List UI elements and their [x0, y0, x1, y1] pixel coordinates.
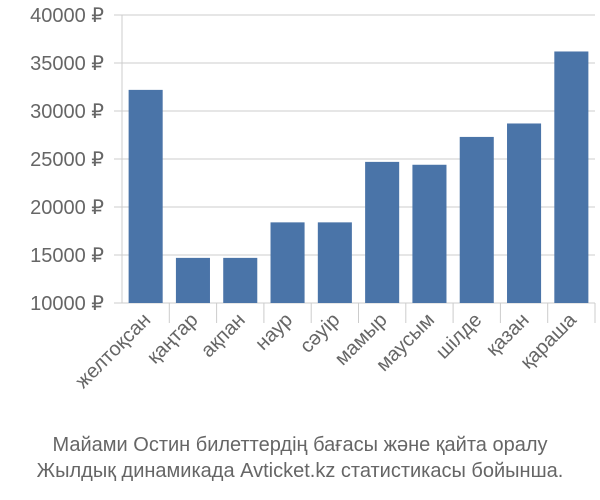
y-tick-label: 25000 ₽ — [30, 149, 104, 171]
y-axis-ticks: 10000 ₽ 15000 ₽ 20000 ₽ 25000 ₽ 30000 ₽ 35000… — [30, 5, 104, 315]
bar — [270, 222, 305, 303]
x-tick-label: шілде — [432, 309, 486, 363]
x-tick-label: қаңтар — [143, 309, 202, 368]
bar — [365, 161, 400, 303]
y-tick-label: 15000 ₽ — [30, 245, 104, 267]
bar — [459, 136, 494, 303]
bar — [223, 257, 258, 303]
x-tick-label: ақпан — [197, 309, 250, 362]
chart-caption-line-1: Майами Остин билеттердің бағасы және қай… — [52, 434, 548, 456]
y-tick-label: 10000 ₽ — [30, 293, 104, 315]
bars — [128, 51, 589, 304]
gridlines — [114, 14, 595, 304]
bar — [554, 51, 589, 304]
x-tick-label: наур — [251, 309, 297, 355]
y-tick-label: 40000 ₽ — [30, 5, 104, 27]
bar — [412, 164, 447, 303]
bar-chart: 10000 ₽ 15000 ₽ 20000 ₽ 25000 ₽ 30000 ₽ 35000… — [30, 5, 596, 393]
bar — [507, 123, 542, 303]
y-tick-label: 35000 ₽ — [30, 53, 104, 75]
chart-caption-line-2: Жылдық динамикада Avticket.kz статистика… — [36, 460, 564, 482]
y-tick-label: 30000 ₽ — [30, 101, 104, 123]
bar — [317, 222, 352, 303]
x-tick-label: желтоқсан — [71, 309, 155, 393]
bar — [128, 89, 163, 303]
bar — [175, 257, 210, 303]
y-tick-label: 20000 ₽ — [30, 197, 104, 219]
